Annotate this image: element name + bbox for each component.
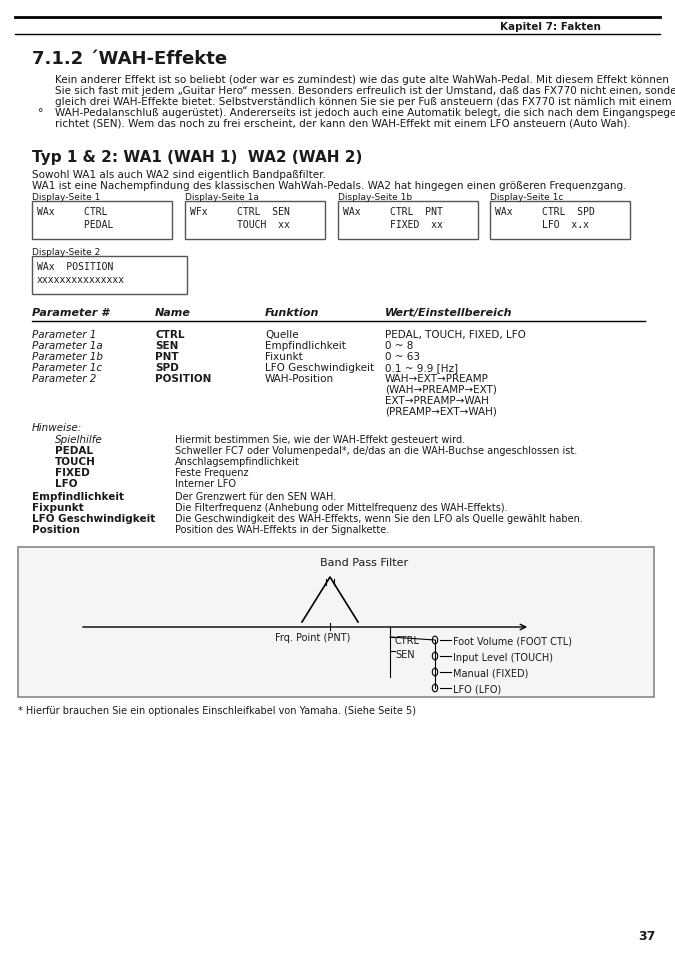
- Text: Parameter 1c: Parameter 1c: [32, 363, 102, 373]
- Text: (PREAMP→EXT→WAH): (PREAMP→EXT→WAH): [385, 407, 497, 416]
- Text: * Hierfür brauchen Sie ein optionales Einschleifkabel von Yamaha. (Siehe Seite 5: * Hierfür brauchen Sie ein optionales Ei…: [18, 705, 416, 716]
- Text: Manual (FIXED): Manual (FIXED): [453, 668, 529, 679]
- Text: Parameter 1: Parameter 1: [32, 330, 97, 339]
- Text: Parameter #: Parameter #: [32, 308, 109, 317]
- Text: Anschlagsempfindlichkeit: Anschlagsempfindlichkeit: [175, 456, 300, 467]
- Text: 37: 37: [638, 929, 655, 942]
- Text: TOUCH  xx: TOUCH xx: [190, 220, 290, 230]
- Bar: [338, 202, 478, 240]
- Text: WAH-Pedalanschluß augerüstet). Andererseits ist jedoch auch eine Automatik beleg: WAH-Pedalanschluß augerüstet). Andererse…: [55, 108, 675, 118]
- Text: WAx     CTRL  SPD: WAx CTRL SPD: [495, 207, 595, 216]
- Text: PEDAL, TOUCH, FIXED, LFO: PEDAL, TOUCH, FIXED, LFO: [385, 330, 526, 339]
- Text: PNT: PNT: [155, 352, 179, 361]
- Bar: [185, 202, 325, 240]
- Text: Position: Position: [32, 524, 80, 535]
- Text: PEDAL: PEDAL: [55, 446, 93, 456]
- Text: EXT→PREAMP→WAH: EXT→PREAMP→WAH: [385, 395, 489, 406]
- Text: 0 ~ 8: 0 ~ 8: [385, 340, 413, 351]
- Text: Band Pass Filter: Band Pass Filter: [320, 558, 408, 567]
- Bar: [32, 256, 187, 294]
- Text: WAH→EXT→PREAMP: WAH→EXT→PREAMP: [385, 374, 489, 384]
- Text: TOUCH: TOUCH: [55, 456, 96, 467]
- Text: Parameter 2: Parameter 2: [32, 374, 97, 384]
- Text: Display-Seite 1b: Display-Seite 1b: [338, 193, 412, 202]
- Text: PEDAL: PEDAL: [37, 220, 113, 230]
- Text: Parameter 1a: Parameter 1a: [32, 340, 103, 351]
- Text: richtet (SEN). Wem das noch zu frei erscheint, der kann den WAH-Effekt mit einem: richtet (SEN). Wem das noch zu frei ersc…: [55, 119, 630, 129]
- Bar: [490, 202, 630, 240]
- Text: WAx  POSITION: WAx POSITION: [37, 262, 113, 272]
- Text: xxxxxxxxxxxxxxx: xxxxxxxxxxxxxxx: [37, 274, 125, 285]
- Text: Position des WAH-Effekts in der Signalkette.: Position des WAH-Effekts in der Signalke…: [175, 524, 389, 535]
- Text: 0.1 ~ 9.9 [Hz]: 0.1 ~ 9.9 [Hz]: [385, 363, 458, 373]
- Text: Schweller FC7 oder Volumenpedal*, de/das an die WAH-Buchse angeschlossen ist.: Schweller FC7 oder Volumenpedal*, de/das…: [175, 446, 577, 456]
- Text: Wert/Einstellbereich: Wert/Einstellbereich: [385, 308, 512, 317]
- Text: POSITION: POSITION: [155, 374, 211, 384]
- Text: SEN: SEN: [395, 649, 414, 659]
- Text: Display-Seite 1c: Display-Seite 1c: [490, 193, 564, 202]
- Text: gleich drei WAH-Effekte bietet. Selbstverständlich können Sie sie per Fuß ansteu: gleich drei WAH-Effekte bietet. Selbstve…: [55, 97, 672, 107]
- Bar: [18, 547, 654, 698]
- Text: Parameter 1b: Parameter 1b: [32, 352, 103, 361]
- Text: SEN: SEN: [155, 340, 178, 351]
- Text: WFx     CTRL  SEN: WFx CTRL SEN: [190, 207, 290, 216]
- Text: Interner LFO: Interner LFO: [175, 478, 236, 489]
- Text: Display-Seite 1: Display-Seite 1: [32, 193, 101, 202]
- Text: Sowohl WA1 als auch WA2 sind eigentlich Bandpaßfilter.: Sowohl WA1 als auch WA2 sind eigentlich …: [32, 170, 326, 180]
- Text: FIXED: FIXED: [55, 468, 90, 477]
- Text: WAH-Position: WAH-Position: [265, 374, 334, 384]
- Text: Typ 1 & 2: WA1 (WAH 1)  WA2 (WAH 2): Typ 1 & 2: WA1 (WAH 1) WA2 (WAH 2): [32, 150, 362, 165]
- Text: LFO (LFO): LFO (LFO): [453, 684, 502, 695]
- Text: 7.1.2 ´WAH-Effekte: 7.1.2 ´WAH-Effekte: [32, 50, 227, 68]
- Text: Empfindlichkeit: Empfindlichkeit: [265, 340, 346, 351]
- Text: Fixpunkt: Fixpunkt: [32, 502, 84, 513]
- Text: Display-Seite 1a: Display-Seite 1a: [185, 193, 259, 202]
- Text: Die Filterfrequenz (Anhebung oder Mittelfrequenz des WAH-Effekts).: Die Filterfrequenz (Anhebung oder Mittel…: [175, 502, 508, 513]
- Text: LFO Geschwindigkeit: LFO Geschwindigkeit: [265, 363, 374, 373]
- Text: LFO Geschwindigkeit: LFO Geschwindigkeit: [32, 514, 155, 523]
- Text: LFO: LFO: [55, 478, 78, 489]
- Text: Funktion: Funktion: [265, 308, 319, 317]
- Text: Name: Name: [155, 308, 191, 317]
- Text: (WAH→PREAMP→EXT): (WAH→PREAMP→EXT): [385, 385, 497, 395]
- Text: FIXED  xx: FIXED xx: [343, 220, 443, 230]
- Text: SPD: SPD: [155, 363, 179, 373]
- Text: CTRL: CTRL: [395, 636, 420, 645]
- Text: Frq. Point (PNT): Frq. Point (PNT): [275, 633, 350, 642]
- Text: WAx     CTRL  PNT: WAx CTRL PNT: [343, 207, 443, 216]
- Text: Die Geschwindigkeit des WAH-Effekts, wenn Sie den LFO als Quelle gewählt haben.: Die Geschwindigkeit des WAH-Effekts, wen…: [175, 514, 583, 523]
- Text: 0 ~ 63: 0 ~ 63: [385, 352, 420, 361]
- Text: CTRL: CTRL: [155, 330, 184, 339]
- Text: Hiermit bestimmen Sie, wie der WAH-Effekt gesteuert wird.: Hiermit bestimmen Sie, wie der WAH-Effek…: [175, 435, 465, 444]
- Text: Empfindlichkeit: Empfindlichkeit: [32, 492, 124, 501]
- Text: Hinweise:: Hinweise:: [32, 422, 82, 433]
- Text: °: °: [38, 108, 43, 118]
- Text: Kapitel 7: Fakten: Kapitel 7: Fakten: [500, 22, 601, 32]
- Text: Quelle: Quelle: [265, 330, 298, 339]
- Bar: [32, 202, 172, 240]
- Text: Input Level (TOUCH): Input Level (TOUCH): [453, 652, 553, 662]
- Text: WAx     CTRL: WAx CTRL: [37, 207, 107, 216]
- Text: Kein anderer Effekt ist so beliebt (oder war es zumindest) wie das gute alte Wah: Kein anderer Effekt ist so beliebt (oder…: [55, 75, 669, 85]
- Text: Der Grenzwert für den SEN WAH.: Der Grenzwert für den SEN WAH.: [175, 492, 336, 501]
- Text: Sie sich fast mit jedem „Guitar Hero“ messen. Besonders erfreulich ist der Umsta: Sie sich fast mit jedem „Guitar Hero“ me…: [55, 86, 675, 96]
- Text: Feste Frequenz: Feste Frequenz: [175, 468, 248, 477]
- Text: WA1 ist eine Nachempfindung des klassischen WahWah-Pedals. WA2 hat hingegen eine: WA1 ist eine Nachempfindung des klassisc…: [32, 181, 626, 191]
- Text: Display-Seite 2: Display-Seite 2: [32, 248, 101, 256]
- Text: LFO  x.x: LFO x.x: [495, 220, 589, 230]
- Text: Foot Volume (FOOT CTL): Foot Volume (FOOT CTL): [453, 637, 572, 646]
- Text: Spielhilfe: Spielhilfe: [55, 435, 103, 444]
- Text: Fixunkt: Fixunkt: [265, 352, 303, 361]
